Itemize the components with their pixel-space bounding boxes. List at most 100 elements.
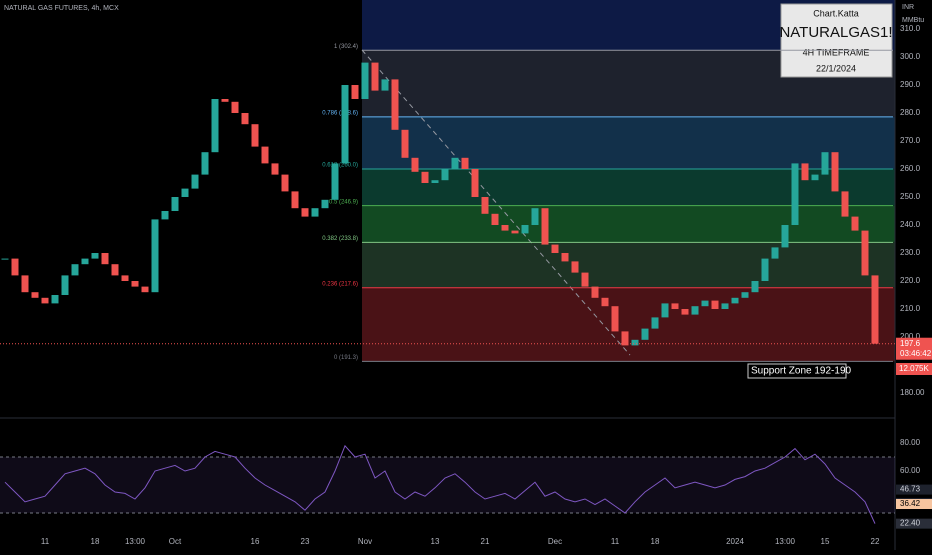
candle <box>71 264 79 276</box>
last-price: 197.6 <box>900 339 921 348</box>
candle <box>131 281 139 287</box>
candle <box>471 169 479 197</box>
candle <box>691 306 699 315</box>
candle <box>331 163 339 200</box>
candle <box>491 213 499 225</box>
unit: MMBtu <box>902 17 924 24</box>
candle <box>171 197 179 211</box>
y-tick-label: 210.0 <box>900 304 921 313</box>
candle <box>201 152 209 175</box>
candle <box>401 129 409 158</box>
candle <box>1 258 9 260</box>
candle <box>551 244 559 253</box>
fib-label: 0.236 (217.6) <box>322 281 358 287</box>
y-tick-label: 310.0 <box>900 24 921 33</box>
rsi-tag <box>896 518 932 529</box>
trend-line <box>361 49 631 356</box>
candle <box>41 297 49 304</box>
fib-zone <box>362 242 895 288</box>
candle <box>431 180 439 183</box>
x-tick-label: 13 <box>431 537 440 546</box>
fib-label: 0.618 (260.0) <box>322 163 358 169</box>
candle <box>681 309 689 315</box>
x-tick-label: 18 <box>651 537 660 546</box>
y-tick-label: 290.0 <box>900 80 921 89</box>
x-tick-label: 16 <box>251 537 260 546</box>
candle <box>711 300 719 309</box>
candle <box>421 171 429 183</box>
candle <box>731 297 739 304</box>
candle <box>581 272 589 287</box>
candle <box>721 303 729 309</box>
last-price-tag <box>896 337 932 360</box>
fib-zone <box>362 205 895 243</box>
y-tick-label: 230.0 <box>900 248 921 257</box>
candle <box>291 191 299 209</box>
candle <box>561 253 569 262</box>
y-tick-label: 220.0 <box>900 276 921 285</box>
y-tick-label: 200.0 <box>900 332 921 341</box>
candle <box>271 163 279 175</box>
y-tick-label: 280.0 <box>900 108 921 117</box>
rsi-line <box>4 444 876 524</box>
symbol-title: NATURAL GAS FUTURES, 4h, MCX <box>4 5 119 12</box>
candle <box>351 85 359 99</box>
candle <box>51 295 59 304</box>
candle <box>461 157 469 169</box>
x-tick-label: 13:00 <box>125 537 146 546</box>
fib-label: 1 (302.4) <box>334 44 358 50</box>
currency: INR <box>902 4 914 11</box>
candle <box>381 79 389 91</box>
candle <box>481 197 489 214</box>
countdown: 03:46:42 <box>900 349 932 358</box>
x-tick-label: 15 <box>821 537 830 546</box>
x-tick-label: Oct <box>169 537 182 546</box>
candle <box>521 225 529 234</box>
candle <box>11 258 19 276</box>
candle <box>821 152 829 175</box>
y-tick-label: 270.0 <box>900 136 921 145</box>
candle <box>661 303 669 318</box>
candle <box>591 286 599 298</box>
rsi-band <box>0 457 895 513</box>
candle <box>221 99 229 102</box>
candle <box>21 275 29 293</box>
candle <box>571 261 579 273</box>
annotation: Support Zone 192-190 <box>751 366 852 377</box>
candle <box>841 191 849 217</box>
candle <box>501 225 509 231</box>
candle <box>121 275 129 281</box>
candle <box>31 292 39 298</box>
candle <box>371 62 379 91</box>
candle <box>61 275 69 295</box>
candle <box>761 258 769 281</box>
fib-label: 0.5 (246.9) <box>329 199 358 205</box>
candle <box>621 331 629 346</box>
candle <box>751 281 759 293</box>
volume-label: 12.075K <box>899 364 929 373</box>
candle <box>91 253 99 259</box>
candle <box>541 208 549 245</box>
x-tick-label: 11 <box>611 537 620 546</box>
fib-zone <box>362 116 895 169</box>
candle <box>531 208 539 225</box>
candle <box>871 275 879 344</box>
candle <box>411 157 419 172</box>
candle <box>281 174 289 192</box>
candle <box>741 292 749 298</box>
rsi-tag-label: 36.42 <box>900 499 921 508</box>
candle <box>261 146 269 164</box>
info-timeframe: 4H TIMEFRAME <box>803 47 870 57</box>
candle <box>301 208 309 217</box>
candle <box>101 253 109 265</box>
x-tick-label: 22 <box>871 537 880 546</box>
candle <box>191 174 199 189</box>
annotation-box <box>747 363 847 379</box>
candle <box>81 258 89 265</box>
info-author: Chart.Katta <box>813 8 859 18</box>
rsi-tag <box>896 499 932 510</box>
candle <box>781 225 789 248</box>
candle <box>161 211 169 220</box>
rsi-tag-label: 46.73 <box>900 485 921 494</box>
